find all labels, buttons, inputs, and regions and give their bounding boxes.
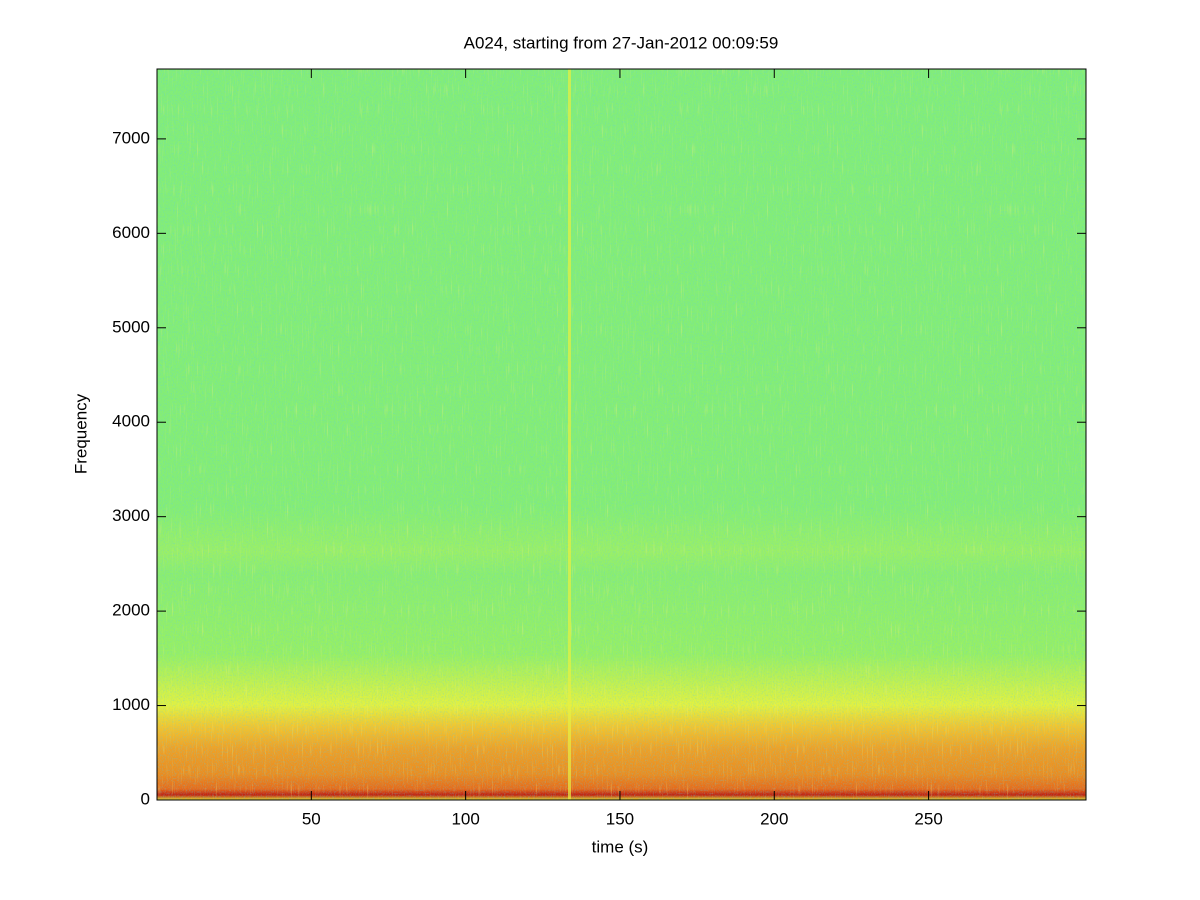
y-tick-label: 3000 [112, 506, 150, 525]
plot-frame [156, 68, 1087, 801]
x-tick-label: 150 [606, 809, 634, 828]
x-tick-label: 50 [302, 809, 321, 828]
spectrogram-streak [568, 69, 571, 800]
x-tick-label: 200 [760, 809, 788, 828]
y-tick-label: 1000 [112, 695, 150, 714]
y-tick-label: 2000 [112, 601, 150, 620]
spectrogram-streaks [157, 69, 1086, 800]
y-tick-label: 5000 [112, 317, 150, 336]
y-axis-label: Frequency [71, 393, 90, 474]
x-tick-label: 250 [914, 809, 942, 828]
spectrogram-image [157, 69, 1086, 800]
y-tick-label: 4000 [112, 412, 150, 431]
chart-title: A024, starting from 27-Jan-2012 00:09:59 [464, 33, 779, 52]
y-tick-label: 0 [141, 789, 150, 808]
x-axis-label: time (s) [592, 837, 649, 856]
y-tick-label: 7000 [112, 128, 150, 147]
x-tick-label: 100 [451, 809, 479, 828]
y-tick-label: 6000 [112, 223, 150, 242]
